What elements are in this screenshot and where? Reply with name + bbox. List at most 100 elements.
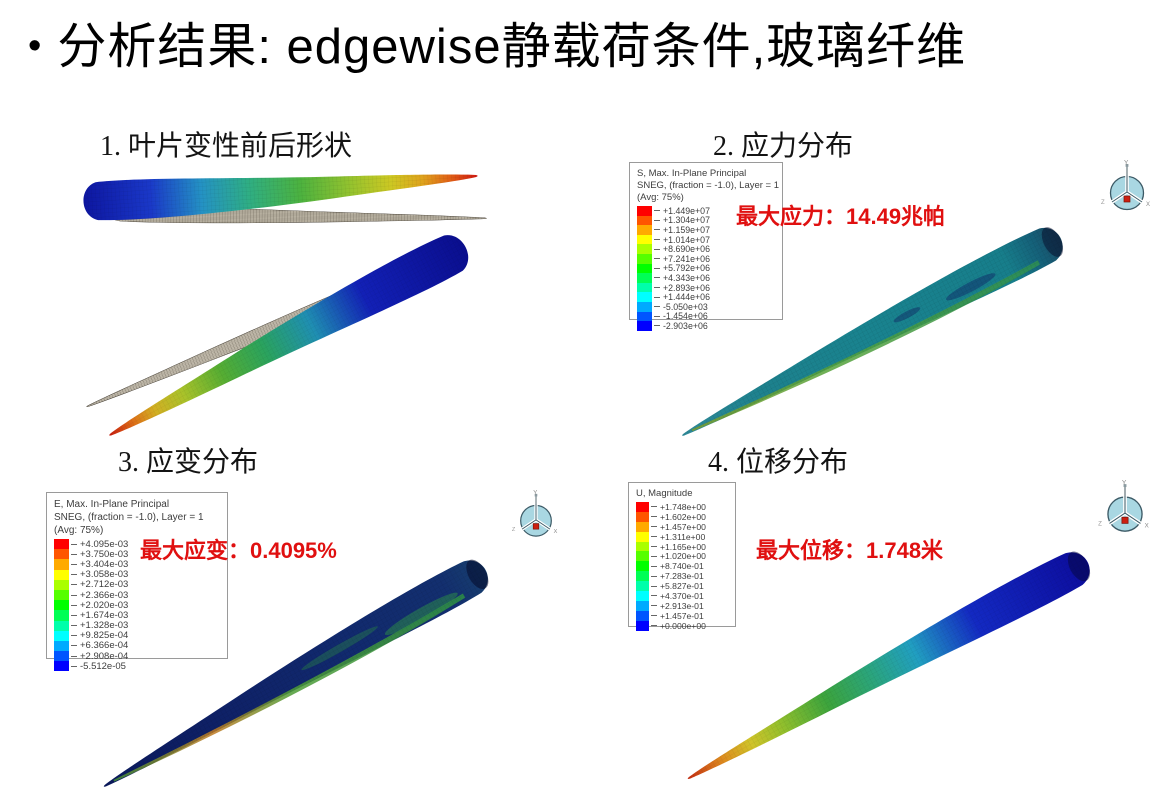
legend-tick [654,306,660,308]
legend-tick [71,563,77,565]
legend-color-chip [636,502,649,512]
legend-tick [654,277,660,279]
legend-color-chip [637,253,652,264]
legend-tick [651,536,657,538]
legend-tick [654,296,660,298]
legend-tick [651,585,657,587]
slide-title: • 分析结果: edgewise静载荷条件,玻璃纤维 [28,16,966,78]
legend-color-chip [636,571,649,582]
legend-color-scale: +1.449e+07 +1.304e+07 +1.159e+07 +1.014e+07… [637,206,777,331]
legend-value: +1.449e+07 [663,205,710,216]
legend-tick [651,615,657,617]
legend-value: +1.014e+07 [663,234,710,245]
legend-row: -5.050e+03 [637,302,777,312]
legend-row: +1.457e+00 [636,522,730,532]
legend-value: +7.241e+06 [663,253,710,264]
legend-value: +2.366e-03 [80,589,129,601]
panel3-label: 3. 应变分布 [118,447,259,478]
legend-row: +7.241e+06 [637,254,777,264]
legend-value: -2.903e+06 [663,320,708,331]
legend-title-line: (Avg: 75%) [637,192,684,203]
legend-row: +5.827e-01 [636,581,730,591]
legend-row: +6.366e-04 [54,640,222,652]
max-stress-annotation: 最大应力：14.49兆帕 [736,204,946,229]
legend-color-chip [636,551,649,562]
stress-contour-legend: S, Max. In-Plane Principal SNEG, (fractio… [629,162,783,331]
svg-text:Y: Y [533,490,537,496]
legend-row: +5.792e+06 [637,263,777,274]
svg-text:Z: Z [512,527,516,533]
svg-text:Y: Y [1122,480,1127,487]
legend-tick [71,625,77,627]
legend-tick [71,665,77,667]
displacement-contour-legend: U, Magnitude +1.748e+00 +1.602e+00 +1.457e… [628,482,736,631]
svg-text:X: X [1145,523,1149,530]
legend-color-chip [636,591,649,601]
legend-row: +4.095e-03 [54,538,222,550]
blade-deformed-colored-bottom [99,227,475,454]
legend-title: U, Magnitude [636,488,730,500]
legend-row: +2.712e-03 [54,579,222,591]
legend-color-chip [54,630,69,641]
legend-row: +3.404e-03 [54,559,222,570]
max-strain-annotation: 最大应变：0.4095% [140,538,337,563]
legend-color-chip [54,640,69,652]
legend-color-scale: +1.748e+00 +1.602e+00 +1.457e+00 +1.311e+00… [636,502,730,631]
legend-color-chip [54,579,69,590]
legend-tick [71,614,77,616]
legend-color-chip [54,610,69,621]
legend-row: +3.750e-03 [54,548,222,560]
legend-value: +4.343e+06 [663,272,710,283]
legend-title-line: S, Max. In-Plane Principal [637,168,747,179]
orientation-triad-icon: Y X Z [512,490,558,537]
legend-color-chip [637,321,652,331]
svg-text:Z: Z [1098,520,1102,527]
legend-value: +2.020e-03 [80,599,129,611]
legend-row: +4.370e-01 [636,591,730,601]
legend-row: +1.444e+06 [637,292,777,302]
legend-row: -1.454e+06 [637,311,777,322]
legend-color-chip [637,282,652,293]
legend-value: -1.454e+06 [663,311,708,322]
legend-color-chip [54,651,69,662]
legend-color-chip [636,610,649,621]
panel1-label: 1. 叶片变性前后形状 [100,131,353,162]
blade-stress-contour [672,220,1069,452]
legend-tick [71,655,77,657]
legend-tick [71,574,77,576]
legend-row: +1.165e+00 [636,542,730,552]
orientation-triad-icon: Y X Z [1101,160,1150,211]
legend-title-line: U, Magnitude [636,488,693,499]
legend-value: +2.712e-03 [80,579,129,591]
legend-color-chip [636,581,649,592]
legend-value: +1.311e+00 [660,531,706,542]
legend-color-chip [636,511,649,522]
legend-row: +1.674e-03 [54,610,222,621]
legend-value: +1.020e+00 [660,551,706,562]
legend-color-chip [637,215,652,226]
legend-value: +8.690e+06 [663,244,710,255]
legend-value: +3.750e-03 [80,548,129,560]
legend-value: +5.792e+06 [663,263,710,274]
legend-color-chip [637,234,652,245]
legend-tick [651,625,657,627]
legend-value: +4.370e-01 [660,590,704,601]
legend-value: +1.748e+00 [660,501,706,512]
legend-color-chip [54,539,69,550]
legend-color-chip [637,206,652,216]
legend-title-line: (Avg: 75%) [54,525,104,536]
legend-tick [651,605,657,607]
legend-row: +1.328e-03 [54,620,222,631]
legend-row: +4.343e+06 [637,273,777,283]
title-bullet: • [28,25,42,67]
panel2-label: 2. 应力分布 [713,131,854,162]
legend-row: +1.449e+07 [637,206,777,216]
legend-value: +4.095e-03 [80,538,129,550]
legend-color-chip [636,600,649,611]
legend-color-chip [636,531,649,542]
legend-value: +7.283e-01 [660,571,704,582]
legend-value: +8.740e-01 [660,561,704,572]
legend-tick [71,604,77,606]
